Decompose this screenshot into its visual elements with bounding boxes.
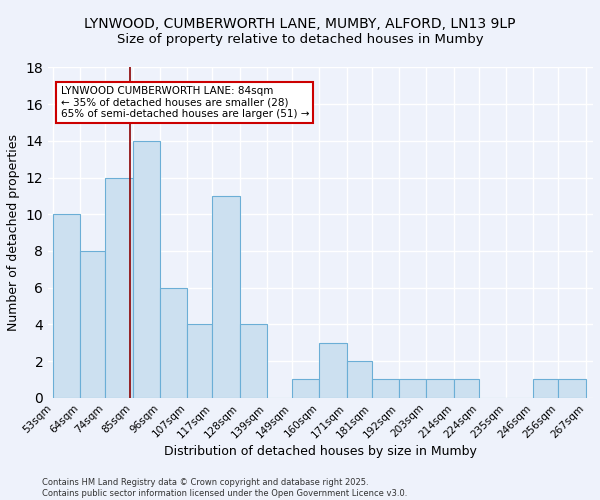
Bar xyxy=(240,324,267,398)
Bar xyxy=(347,361,371,398)
Bar xyxy=(558,380,586,398)
Bar xyxy=(106,178,133,398)
Text: LYNWOOD CUMBERWORTH LANE: 84sqm
← 35% of detached houses are smaller (28)
65% of: LYNWOOD CUMBERWORTH LANE: 84sqm ← 35% of… xyxy=(61,86,309,119)
Y-axis label: Number of detached properties: Number of detached properties xyxy=(7,134,20,331)
X-axis label: Distribution of detached houses by size in Mumby: Distribution of detached houses by size … xyxy=(164,445,477,458)
Bar xyxy=(187,324,212,398)
Text: Contains HM Land Registry data © Crown copyright and database right 2025.
Contai: Contains HM Land Registry data © Crown c… xyxy=(42,478,407,498)
Bar xyxy=(533,380,558,398)
Text: LYNWOOD, CUMBERWORTH LANE, MUMBY, ALFORD, LN13 9LP: LYNWOOD, CUMBERWORTH LANE, MUMBY, ALFORD… xyxy=(84,18,516,32)
Bar xyxy=(80,251,106,398)
Bar xyxy=(319,342,347,398)
Bar xyxy=(160,288,187,398)
Bar xyxy=(292,380,319,398)
Bar xyxy=(133,141,160,398)
Bar xyxy=(427,380,454,398)
Text: Size of property relative to detached houses in Mumby: Size of property relative to detached ho… xyxy=(116,34,484,46)
Bar xyxy=(212,196,240,398)
Bar xyxy=(371,380,399,398)
Bar xyxy=(53,214,80,398)
Bar xyxy=(399,380,427,398)
Bar xyxy=(454,380,479,398)
